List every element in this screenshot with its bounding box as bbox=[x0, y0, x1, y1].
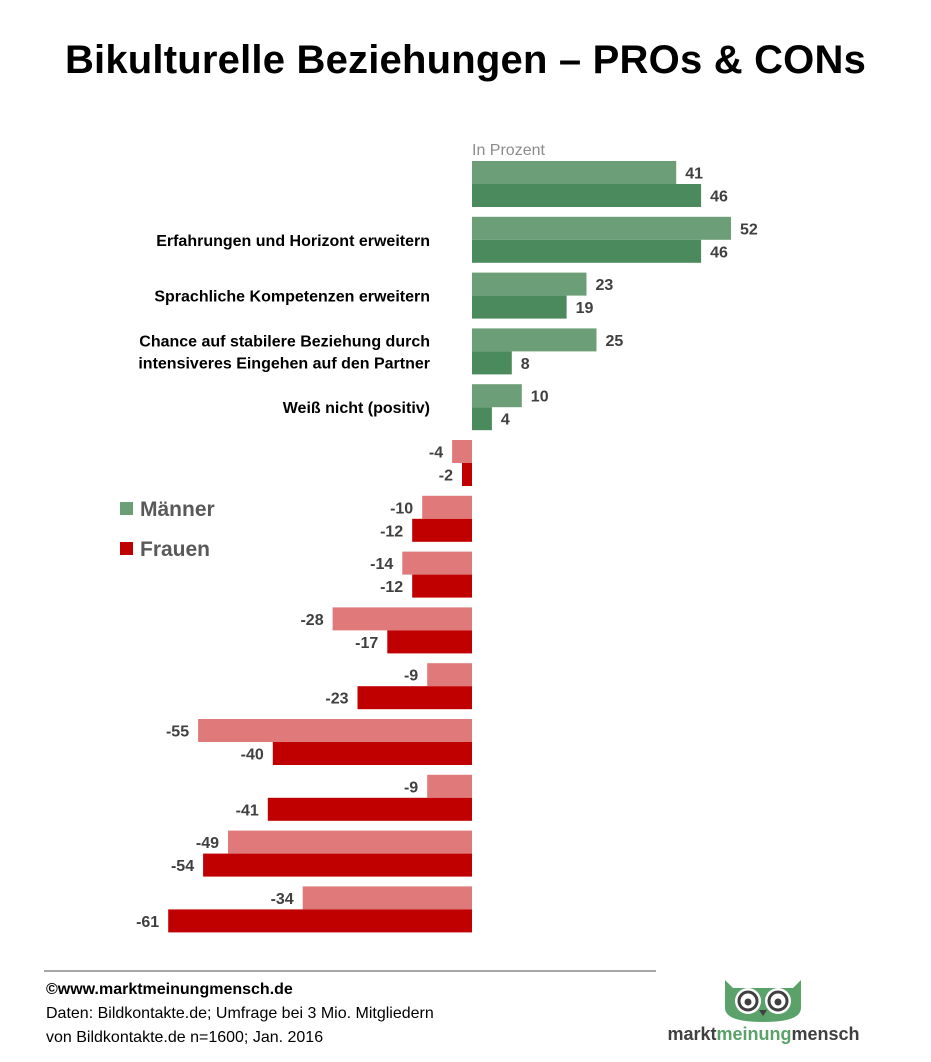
value-label-frauen-10: -40 bbox=[241, 747, 264, 764]
value-label-maenner-0: 41 bbox=[685, 166, 703, 183]
value-label-frauen-1: 46 bbox=[710, 244, 728, 261]
value-label-maenner-4: 10 bbox=[531, 389, 549, 406]
bar-maenner-8 bbox=[332, 607, 472, 631]
logo-word-mensch: mensch bbox=[791, 1024, 860, 1044]
bar-frauen-6 bbox=[412, 518, 472, 542]
legend: Männer Frauen bbox=[120, 498, 215, 561]
bar-maenner-11 bbox=[427, 774, 472, 798]
value-label-frauen-13: -61 bbox=[136, 914, 159, 931]
bar-maenner-10 bbox=[198, 719, 472, 742]
category-label-2: Sprachliche Kompetenzen erweitern bbox=[154, 289, 430, 306]
category-labels: Erfahrungen und Horizont erweitern Sprach… bbox=[138, 233, 430, 417]
source-line-2: von Bildkontakte.de n=1600; Jan. 2016 bbox=[46, 1029, 324, 1046]
value-label-maenner-2: 23 bbox=[596, 277, 614, 294]
value-label-frauen-6: -12 bbox=[380, 523, 403, 540]
bar-frauen-8 bbox=[387, 630, 472, 654]
bar-maenner-3 bbox=[472, 328, 597, 352]
legend-label-maenner: Männer bbox=[140, 498, 215, 521]
bar-frauen-3 bbox=[472, 351, 512, 375]
legend-label-frauen: Frauen bbox=[140, 538, 210, 561]
category-label-1: Erfahrungen und Horizont erweitern bbox=[156, 233, 430, 250]
value-label-maenner-12: -49 bbox=[196, 835, 219, 852]
value-label-frauen-7: -12 bbox=[380, 579, 403, 596]
bar-frauen-12 bbox=[203, 853, 472, 877]
value-label-frauen-12: -54 bbox=[171, 858, 194, 875]
bar-frauen-1 bbox=[472, 239, 702, 263]
value-label-frauen-5: -2 bbox=[439, 468, 453, 485]
legend-swatch-frauen bbox=[120, 542, 133, 555]
logo-word-meinung: meinung bbox=[716, 1024, 792, 1044]
brand-logo: marktmeinungmensch bbox=[656, 976, 871, 1050]
source-note: ©www.marktmeinungmensch.de Daten: Bildko… bbox=[46, 978, 434, 1050]
bar-maenner-1 bbox=[472, 216, 731, 240]
value-label-frauen-8: -17 bbox=[355, 635, 378, 652]
value-label-maenner-3: 25 bbox=[606, 333, 624, 350]
bar-frauen-7 bbox=[412, 574, 472, 598]
bar-maenner-6 bbox=[422, 495, 472, 519]
value-label-frauen-9: -23 bbox=[325, 691, 348, 708]
owl-icon bbox=[725, 980, 801, 1022]
bar-frauen-13 bbox=[168, 909, 472, 933]
bar-maenner-12 bbox=[228, 830, 472, 854]
bar-frauen-9 bbox=[357, 686, 472, 710]
value-label-maenner-7: -14 bbox=[370, 556, 393, 573]
copyright-link[interactable]: ©www.marktmeinungmensch.de bbox=[46, 981, 293, 998]
bar-maenner-0 bbox=[472, 161, 677, 184]
category-label-3: Chance auf stabilere Beziehung durch inte… bbox=[138, 333, 430, 372]
value-label-frauen-11: -41 bbox=[236, 802, 259, 819]
value-label-maenner-10: -55 bbox=[166, 724, 189, 741]
bar-maenner-13 bbox=[302, 886, 472, 910]
bar-frauen-4 bbox=[472, 407, 492, 431]
value-label-maenner-9: -9 bbox=[404, 668, 418, 685]
footer-divider bbox=[44, 970, 656, 972]
logo-wordmark: marktmeinungmensch bbox=[656, 1024, 871, 1045]
chart-title: Bikulturelle Beziehungen – PROs & CONs bbox=[64, 38, 867, 82]
value-label-maenner-1: 52 bbox=[740, 221, 758, 238]
bar-frauen-0 bbox=[472, 184, 702, 207]
bar-frauen-10 bbox=[272, 742, 472, 765]
category-label-4: Weiß nicht (positiv) bbox=[283, 400, 430, 417]
value-label-frauen-4: 4 bbox=[501, 412, 510, 429]
value-label-frauen-3: 8 bbox=[521, 356, 530, 373]
value-label-maenner-6: -10 bbox=[390, 500, 413, 517]
value-label-frauen-2: 19 bbox=[576, 300, 594, 317]
bar-frauen-2 bbox=[472, 295, 567, 319]
bar-maenner-2 bbox=[472, 272, 587, 296]
bar-maenner-5 bbox=[452, 440, 472, 463]
unit-label: In Prozent bbox=[472, 142, 545, 159]
bar-maenner-7 bbox=[402, 551, 472, 575]
value-label-maenner-11: -9 bbox=[404, 779, 418, 796]
legend-swatch-maenner bbox=[120, 502, 133, 515]
value-label-maenner-13: -34 bbox=[271, 891, 294, 908]
value-label-maenner-8: -28 bbox=[300, 612, 323, 629]
value-label-frauen-0: 46 bbox=[710, 189, 728, 206]
logo-word-markt: markt bbox=[667, 1024, 717, 1044]
value-label-maenner-5: -4 bbox=[429, 445, 443, 462]
bar-frauen-11 bbox=[267, 797, 472, 821]
bar-frauen-5 bbox=[462, 463, 472, 486]
bar-maenner-9 bbox=[427, 663, 472, 687]
source-line-1: Daten: Bildkontakte.de; Umfrage bei 3 Mi… bbox=[46, 1005, 434, 1022]
bar-maenner-4 bbox=[472, 384, 522, 408]
